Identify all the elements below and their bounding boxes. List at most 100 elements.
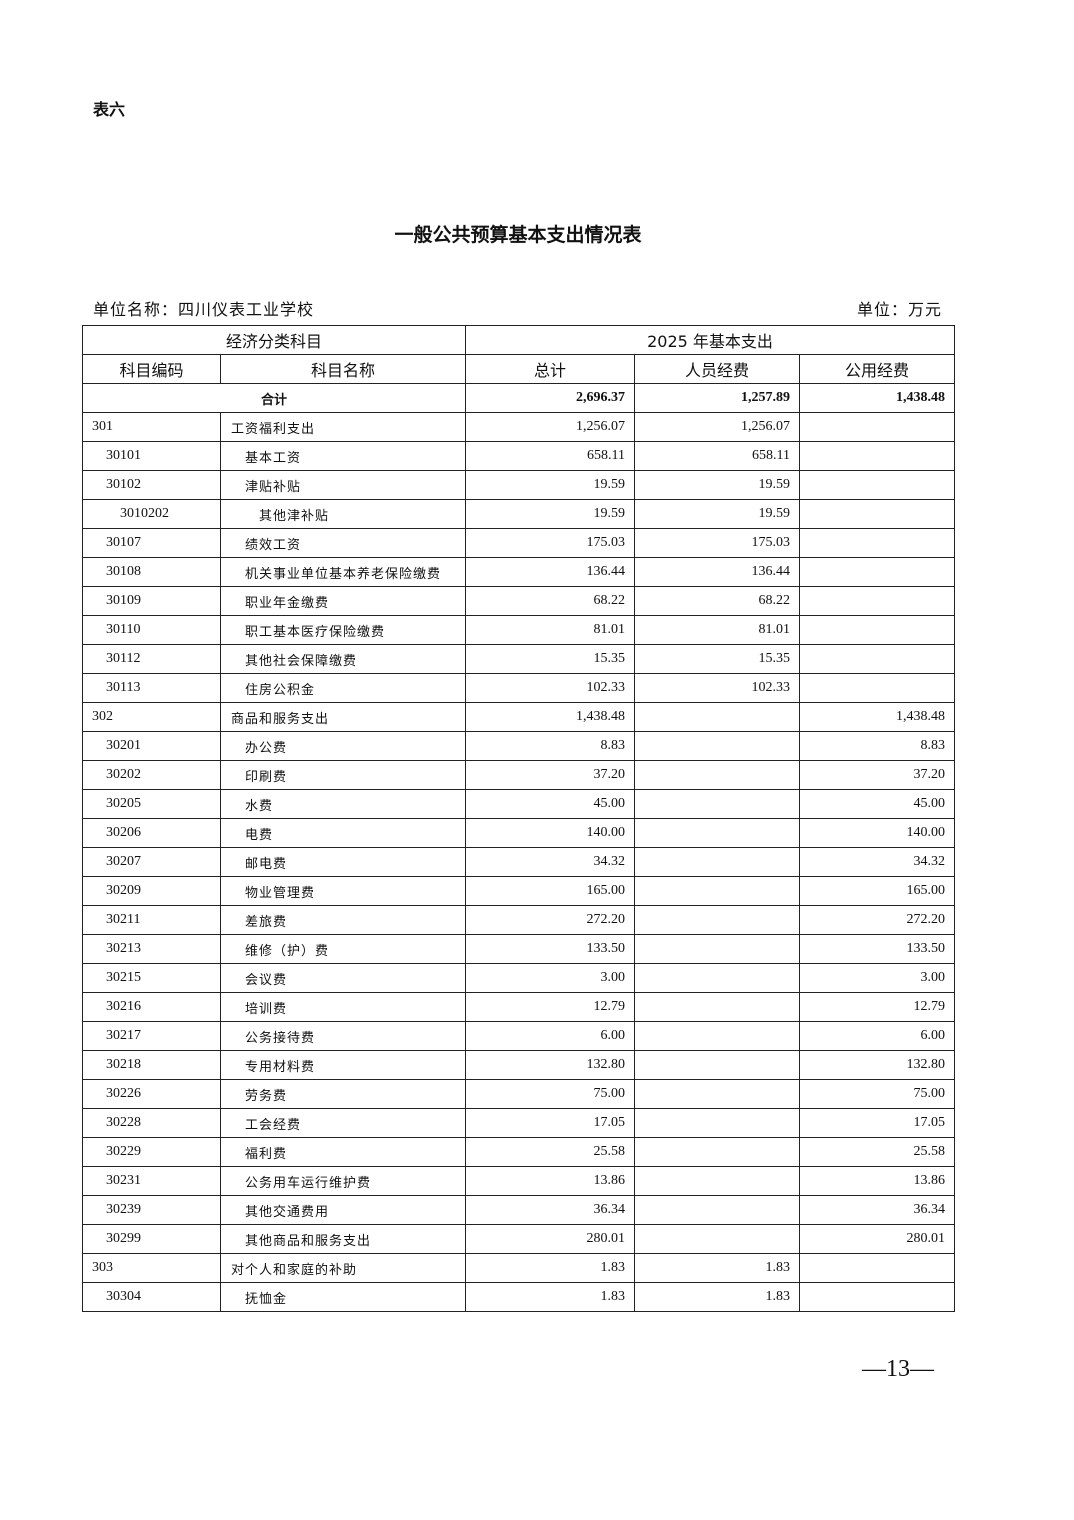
row-personnel: 1,256.07 — [634, 412, 801, 442]
row-public: 12.79 — [799, 992, 956, 1022]
table-row: 30218 专用材料费 132.80 132.80 — [82, 1050, 956, 1080]
row-code: 303 — [82, 1253, 221, 1283]
row-name: 工资福利支出 — [219, 412, 467, 442]
row-personnel — [634, 963, 801, 993]
row-code: 30213 — [82, 934, 221, 964]
row-total: 133.50 — [465, 934, 636, 964]
table-row: 30107 绩效工资 175.03 175.03 — [82, 528, 956, 558]
row-total: 3.00 — [465, 963, 636, 993]
row-public — [799, 615, 956, 645]
row-name: 绩效工资 — [219, 528, 467, 558]
column-header-personnel: 人员经费 — [634, 354, 801, 384]
row-total: 34.32 — [465, 847, 636, 877]
row-total: 75.00 — [465, 1079, 636, 1109]
row-name: 公务接待费 — [219, 1021, 467, 1051]
row-name: 抚恤金 — [219, 1282, 467, 1312]
row-code: 30110 — [82, 615, 221, 645]
table-row: 30109 职业年金缴费 68.22 68.22 — [82, 586, 956, 616]
row-public — [799, 470, 956, 500]
row-name: 机关事业单位基本养老保险缴费 — [219, 557, 467, 587]
table-row: 30207 邮电费 34.32 34.32 — [82, 847, 956, 877]
row-public — [799, 499, 956, 529]
row-name: 电费 — [219, 818, 467, 848]
row-name: 基本工资 — [219, 441, 467, 471]
row-total: 36.34 — [465, 1195, 636, 1225]
row-personnel — [634, 818, 801, 848]
row-personnel — [634, 760, 801, 790]
row-name: 物业管理费 — [219, 876, 467, 906]
row-code: 30299 — [82, 1224, 221, 1254]
row-personnel: 175.03 — [634, 528, 801, 558]
table-row: 30217 公务接待费 6.00 6.00 — [82, 1021, 956, 1051]
total-public: 1,438.48 — [799, 383, 956, 413]
row-public — [799, 1282, 956, 1312]
row-public — [799, 412, 956, 442]
unit-label: 单位：万元 — [856, 300, 942, 319]
table-row: 301 工资福利支出 1,256.07 1,256.07 — [82, 412, 956, 442]
row-code: 30304 — [82, 1282, 221, 1312]
row-total: 12.79 — [465, 992, 636, 1022]
row-total: 17.05 — [465, 1108, 636, 1138]
total-row: 合计 2,696.37 1,257.89 1,438.48 — [81, 383, 956, 413]
table-row: 30102 津贴补贴 19.59 19.59 — [82, 470, 956, 500]
table-row: 30228 工会经费 17.05 17.05 — [82, 1108, 956, 1138]
table-row: 30112 其他社会保障缴费 15.35 15.35 — [82, 644, 956, 674]
row-public: 34.32 — [799, 847, 956, 877]
table-row: 30108 机关事业单位基本养老保险缴费 136.44 136.44 — [82, 557, 956, 587]
row-public: 45.00 — [799, 789, 956, 819]
row-total: 272.20 — [465, 905, 636, 935]
row-code: 30217 — [82, 1021, 221, 1051]
table-row: 302 商品和服务支出 1,438.48 1,438.48 — [82, 702, 956, 732]
table-row: 30304 抚恤金 1.83 1.83 — [82, 1282, 956, 1312]
row-total: 175.03 — [465, 528, 636, 558]
row-total: 8.83 — [465, 731, 636, 761]
row-name: 其他商品和服务支出 — [219, 1224, 467, 1254]
budget-table: 经济分类科目 2025 年基本支出 科目编码 科目名称 总计 人员经费 公用经费… — [81, 325, 956, 1312]
row-code: 30202 — [82, 760, 221, 790]
row-name: 工会经费 — [219, 1108, 467, 1138]
table-row: 30231 公务用车运行维护费 13.86 13.86 — [82, 1166, 956, 1196]
row-total: 1,438.48 — [465, 702, 636, 732]
row-name: 其他津补贴 — [219, 499, 467, 529]
row-name: 维修（护）费 — [219, 934, 467, 964]
row-name: 其他社会保障缴费 — [219, 644, 467, 674]
row-public: 165.00 — [799, 876, 956, 906]
table-row: 30215 会议费 3.00 3.00 — [82, 963, 956, 993]
row-personnel — [634, 905, 801, 935]
row-public — [799, 673, 956, 703]
row-name: 职工基本医疗保险缴费 — [219, 615, 467, 645]
row-public: 8.83 — [799, 731, 956, 761]
table-row: 30211 差旅费 272.20 272.20 — [82, 905, 956, 935]
row-personnel — [634, 934, 801, 964]
row-code: 30101 — [82, 441, 221, 471]
row-personnel: 81.01 — [634, 615, 801, 645]
row-total: 1.83 — [465, 1282, 636, 1312]
row-total: 13.86 — [465, 1166, 636, 1196]
row-public — [799, 557, 956, 587]
table-tag: 表六 — [93, 100, 126, 119]
row-total: 19.59 — [465, 499, 636, 529]
table-row: 30201 办公费 8.83 8.83 — [82, 731, 956, 761]
row-public: 272.20 — [799, 905, 956, 935]
row-code: 30113 — [82, 673, 221, 703]
row-name: 职业年金缴费 — [219, 586, 467, 616]
row-code: 30112 — [82, 644, 221, 674]
row-personnel — [634, 847, 801, 877]
row-personnel — [634, 1224, 801, 1254]
row-total: 140.00 — [465, 818, 636, 848]
row-code: 30209 — [82, 876, 221, 906]
table-row: 30206 电费 140.00 140.00 — [82, 818, 956, 848]
row-total: 102.33 — [465, 673, 636, 703]
row-public: 17.05 — [799, 1108, 956, 1138]
table-row: 30113 住房公积金 102.33 102.33 — [82, 673, 956, 703]
row-public — [799, 528, 956, 558]
table-row: 30216 培训费 12.79 12.79 — [82, 992, 956, 1022]
table-row: 30213 维修（护）费 133.50 133.50 — [82, 934, 956, 964]
group-header-classification: 经济分类科目 — [81, 325, 467, 355]
row-name: 津贴补贴 — [219, 470, 467, 500]
row-public: 3.00 — [799, 963, 956, 993]
row-personnel: 19.59 — [634, 470, 801, 500]
row-total: 37.20 — [465, 760, 636, 790]
unit-name: 单位名称：四川仪表工业学校 — [93, 300, 315, 319]
row-total: 19.59 — [465, 470, 636, 500]
